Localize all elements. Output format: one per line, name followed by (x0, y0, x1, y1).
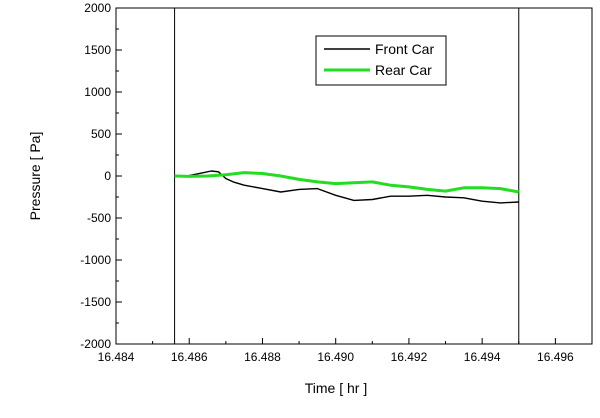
x-tick-label: 16.496 (537, 350, 574, 364)
legend: Front Car Rear Car (315, 35, 447, 86)
series-line-front-car (174, 170, 519, 204)
x-tick-label: 16.484 (98, 350, 135, 364)
y-tick-label: 0 (104, 169, 111, 183)
x-tick-label: 16.490 (317, 350, 354, 364)
y-tick-label: -1000 (80, 253, 111, 267)
x-tick-label: 16.494 (464, 350, 501, 364)
y-tick-label: -500 (87, 211, 111, 225)
y-tick-label: 1000 (84, 85, 111, 99)
marker-layer (174, 8, 520, 344)
legend-label-front-car: Front Car (375, 41, 434, 57)
series-layer (174, 170, 520, 204)
y-tick-label: 500 (91, 127, 111, 141)
y-tick-label: 2000 (84, 1, 111, 15)
x-axis-title: Time [ hr ] (305, 380, 368, 396)
legend-box (315, 35, 447, 86)
legend-label-rear-car: Rear Car (375, 62, 432, 78)
y-tick-label: 1500 (84, 43, 111, 57)
y-tick-label: -2000 (80, 337, 111, 351)
tick-layer: 2000150010005000-500-1000-1500-200016.48… (80, 1, 593, 364)
x-tick-label: 16.488 (244, 350, 281, 364)
x-tick-label: 16.492 (391, 350, 428, 364)
x-tick-label: 16.486 (171, 350, 208, 364)
series-line-rear-car (174, 171, 520, 194)
y-axis-title: Pressure [ Pa] (27, 132, 43, 221)
y-tick-label: -1500 (80, 295, 111, 309)
